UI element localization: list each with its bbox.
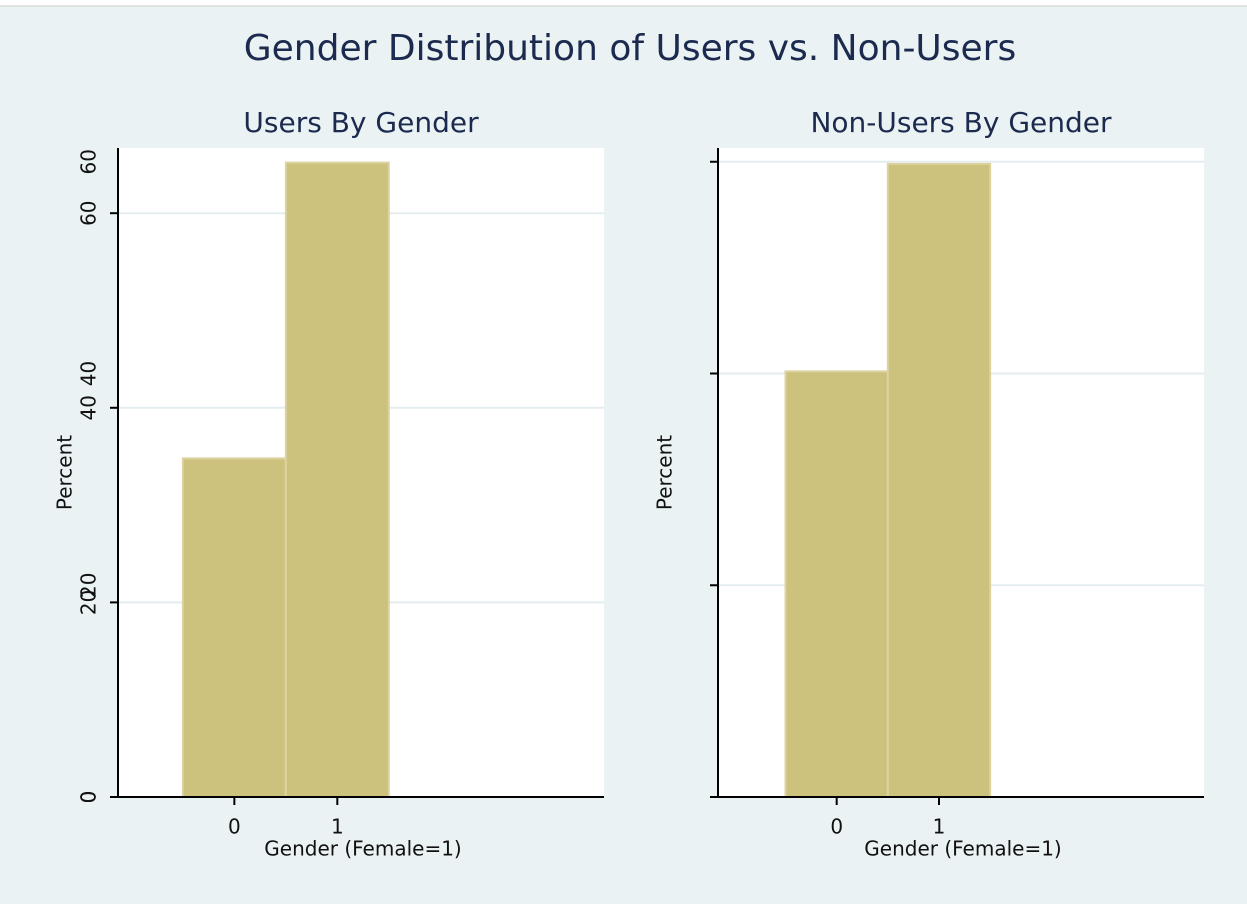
- y-tick-label: 20: [77, 573, 101, 598]
- y-tick-label: 0: [77, 791, 101, 804]
- x-tick-label: 0: [830, 815, 843, 839]
- subplot-title: Non-Users By Gender: [810, 106, 1112, 139]
- y-tick-label: 0: [77, 791, 101, 804]
- x-axis-label: Gender (Female=1): [264, 837, 461, 861]
- y-tick-label: 20: [77, 590, 101, 615]
- x-tick-label: 1: [331, 815, 344, 839]
- subplot-title: Users By Gender: [243, 106, 479, 139]
- bar: [886, 162, 992, 798]
- bar: [784, 370, 889, 798]
- x-tick-label: 1: [933, 815, 946, 839]
- y-axis-label: Percent: [53, 435, 77, 510]
- x-tick-label: 0: [228, 815, 241, 839]
- y-tick-label: 60: [77, 200, 101, 225]
- y-tick-label: 40: [77, 395, 101, 420]
- x-axis-label: Gender (Female=1): [864, 837, 1061, 861]
- y-axis-label: Percent: [653, 435, 677, 510]
- y-tick-label: 60: [77, 149, 101, 174]
- bar: [284, 161, 390, 798]
- y-tick-label: 40: [77, 361, 101, 386]
- figure-title: Gender Distribution of Users vs. Non-Use…: [244, 28, 1017, 69]
- bar: [181, 457, 287, 798]
